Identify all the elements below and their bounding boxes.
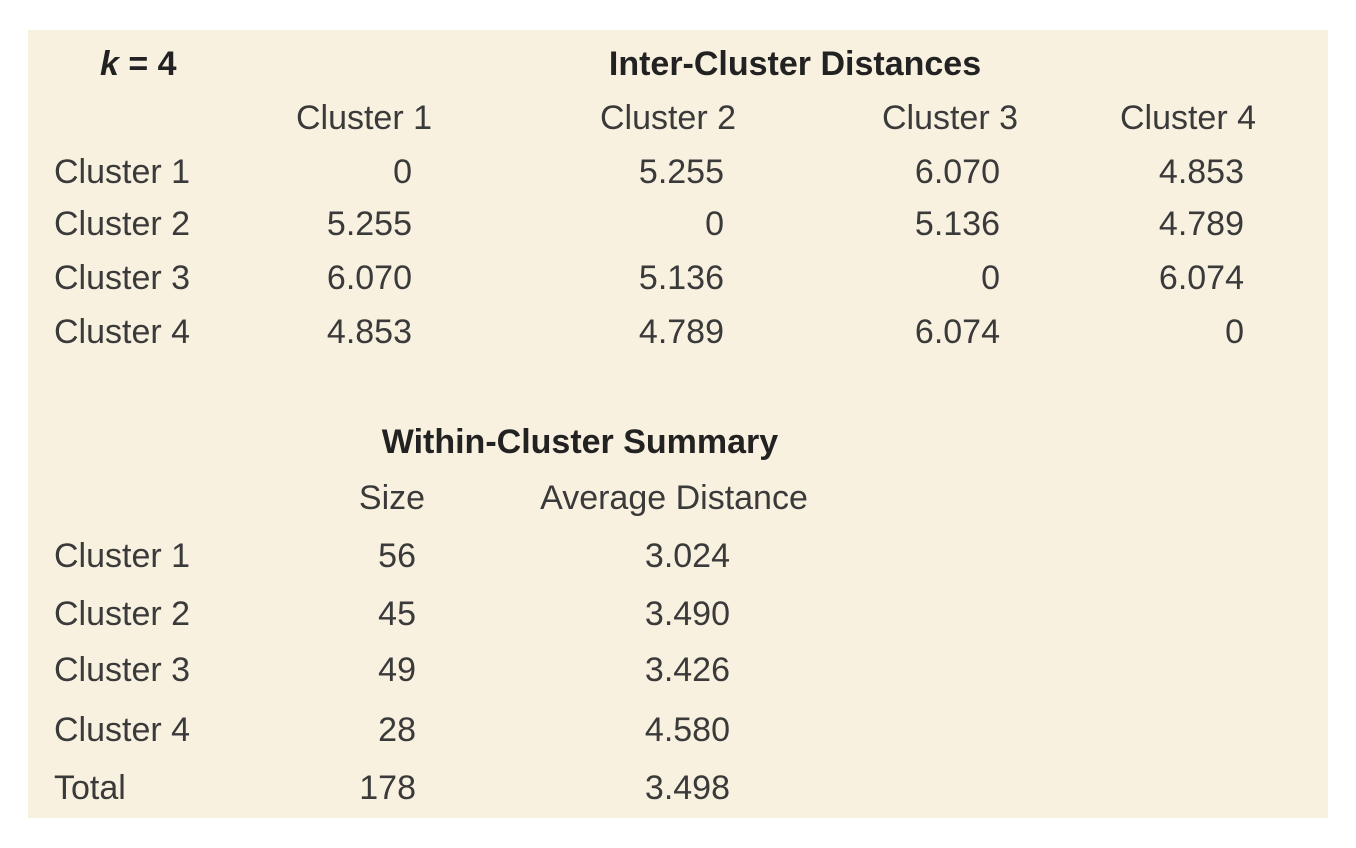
inter-cell: 6.074 [1158, 259, 1244, 297]
inter-row-label: Cluster 3 [54, 259, 191, 297]
inter-row-label: Cluster 2 [54, 205, 191, 243]
within-size: 45 [378, 595, 416, 633]
inter-row-label: Cluster 4 [54, 313, 191, 351]
inter-cell: 6.070 [326, 259, 412, 297]
inter-col-header-3: Cluster 3 [881, 99, 1019, 137]
inter-cell: 0 [1225, 313, 1244, 351]
inter-cell: 0 [705, 205, 724, 243]
within-row-label: Cluster 2 [54, 595, 191, 633]
within-row-label: Cluster 4 [54, 711, 191, 749]
within-total-size: 178 [359, 769, 416, 807]
inter-cell: 4.853 [1158, 153, 1244, 191]
k-variable: k [100, 45, 119, 83]
within-total-avg: 3.498 [644, 769, 730, 807]
within-avg: 3.426 [644, 651, 730, 689]
inter-cell: 0 [981, 259, 1000, 297]
within-row-label: Cluster 3 [54, 651, 191, 689]
inter-cell: 4.789 [638, 313, 724, 351]
within-avg: 4.580 [644, 711, 730, 749]
inter-col-header-1: Cluster 1 [295, 99, 433, 137]
within-col-header-avg: Average Distance [540, 479, 808, 517]
within-avg: 3.024 [644, 537, 730, 575]
inter-cell: 4.853 [326, 313, 412, 351]
inter-cell: 5.136 [638, 259, 724, 297]
inter-col-header-4: Cluster 4 [1119, 99, 1257, 137]
k-label: k = 4 [100, 44, 177, 84]
within-avg: 3.490 [644, 595, 730, 633]
within-size: 49 [378, 651, 416, 689]
inter-cell: 5.255 [638, 153, 724, 191]
inter-cell: 6.074 [914, 313, 1000, 351]
inter-cell: 5.255 [326, 205, 412, 243]
k-value: = 4 [118, 45, 177, 83]
inter-cell: 4.789 [1158, 205, 1244, 243]
within-cluster-title: Within-Cluster Summary [381, 423, 779, 461]
inter-cell: 6.070 [914, 153, 1000, 191]
inter-col-header-2: Cluster 2 [599, 99, 737, 137]
within-row-label: Cluster 1 [54, 537, 191, 575]
within-size: 56 [378, 537, 416, 575]
within-col-header-size: Size [358, 479, 426, 517]
within-size: 28 [378, 711, 416, 749]
within-total-label: Total [54, 769, 126, 807]
cluster-summary-panel [28, 30, 1328, 818]
inter-cell: 0 [393, 153, 412, 191]
inter-cluster-title: Inter-Cluster Distances [608, 45, 982, 83]
inter-row-label: Cluster 1 [54, 153, 191, 191]
inter-cell: 5.136 [914, 205, 1000, 243]
